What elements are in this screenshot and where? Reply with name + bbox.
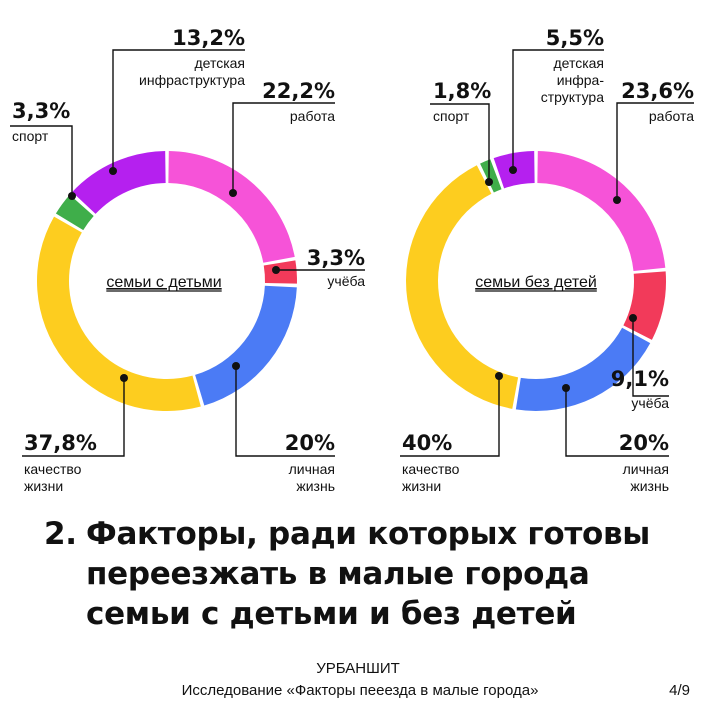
donut-slice-qual <box>36 216 201 412</box>
data-label-value-qual: 40% <box>402 431 452 455</box>
data-label-name-qual: качество <box>402 461 460 477</box>
data-label-name-infra: детская <box>194 55 245 71</box>
data-label-value-study: 9,1% <box>611 367 669 391</box>
leader-line-infra <box>112 49 245 171</box>
data-label-value-work: 23,6% <box>621 79 694 103</box>
donut-center-label: семьи без детей <box>475 274 597 291</box>
page-number: 4/9 <box>669 682 690 699</box>
leader-line-life <box>565 388 669 457</box>
donut-slice-life <box>515 327 651 411</box>
data-label-value-sport: 1,8% <box>433 79 491 103</box>
heading-number: 2. <box>44 516 77 552</box>
data-label-name-infra: структура <box>541 89 605 105</box>
data-label-name-life: личная <box>289 461 335 477</box>
data-label-value-life: 20% <box>619 431 669 455</box>
donut-slice-qual <box>406 165 519 409</box>
donut-center-label: семьи с детьми <box>106 274 221 291</box>
donut-slice-study <box>623 271 667 340</box>
leader-line-infra <box>512 49 604 170</box>
data-label-value-life: 20% <box>285 431 335 455</box>
leader-dot-life <box>562 384 570 392</box>
data-label-name-work: работа <box>649 108 694 124</box>
leader-dot-work <box>229 189 237 197</box>
data-label-name-infra: инфраструктура <box>139 72 245 88</box>
data-label-name-work: работа <box>290 108 335 124</box>
data-label-name-qual: жизни <box>24 478 63 494</box>
data-label-name-qual: жизни <box>402 478 441 494</box>
heading-text: Факторы, ради которых готовы переезжать … <box>86 516 651 632</box>
leader-dot-life <box>232 362 240 370</box>
data-label-name-infra: инфра- <box>557 72 605 88</box>
leader-line-work <box>232 102 335 193</box>
data-label-value-infra: 5,5% <box>546 26 604 50</box>
data-label-value-sport: 3,3% <box>12 99 70 123</box>
leader-dot-study <box>272 266 280 274</box>
data-label-name-infra: детская <box>553 55 604 71</box>
leader-line-sport <box>430 103 490 182</box>
leader-dot-infra <box>109 167 117 175</box>
data-label-name-qual: качество <box>24 461 82 477</box>
data-label-value-work: 22,2% <box>262 79 335 103</box>
data-label-name-sport: спорт <box>12 128 49 144</box>
leader-dot-sport <box>485 178 493 186</box>
donut-slice-study <box>263 260 297 284</box>
data-label-name-study: учёба <box>327 273 365 289</box>
data-label-name-study: учёба <box>631 395 669 411</box>
donut-slice-work <box>168 151 295 263</box>
leader-line-qual <box>400 376 500 457</box>
donut-slice-work <box>537 151 666 272</box>
donut-slice-infra <box>72 151 166 214</box>
donut-slice-life <box>195 285 297 406</box>
leader-dot-infra <box>509 166 517 174</box>
leader-line-qual <box>22 378 125 457</box>
leader-line-life <box>235 366 335 457</box>
study-subtitle: Исследование «Факторы пееезда в малые го… <box>181 682 539 699</box>
data-label-value-infra: 13,2% <box>172 26 245 50</box>
leader-dot-qual <box>495 372 503 380</box>
data-label-value-study: 3,3% <box>307 246 365 270</box>
leader-line-study <box>632 318 669 397</box>
data-label-name-life: личная <box>623 461 669 477</box>
data-label-name-life: жизнь <box>630 478 669 494</box>
data-label-name-life: жизнь <box>296 478 335 494</box>
donut-slice-sport <box>480 159 502 193</box>
leader-dot-study <box>629 314 637 322</box>
leader-dot-work <box>613 196 621 204</box>
leader-line-sport <box>10 125 73 196</box>
leader-dot-sport <box>68 192 76 200</box>
data-label-name-sport: спорт <box>433 108 470 124</box>
donut-slice-sport <box>55 194 94 231</box>
brand-name: УРБАНШИТ <box>316 660 400 677</box>
leader-dot-qual <box>120 374 128 382</box>
leader-line-work <box>616 102 694 200</box>
data-label-value-qual: 37,8% <box>24 431 97 455</box>
